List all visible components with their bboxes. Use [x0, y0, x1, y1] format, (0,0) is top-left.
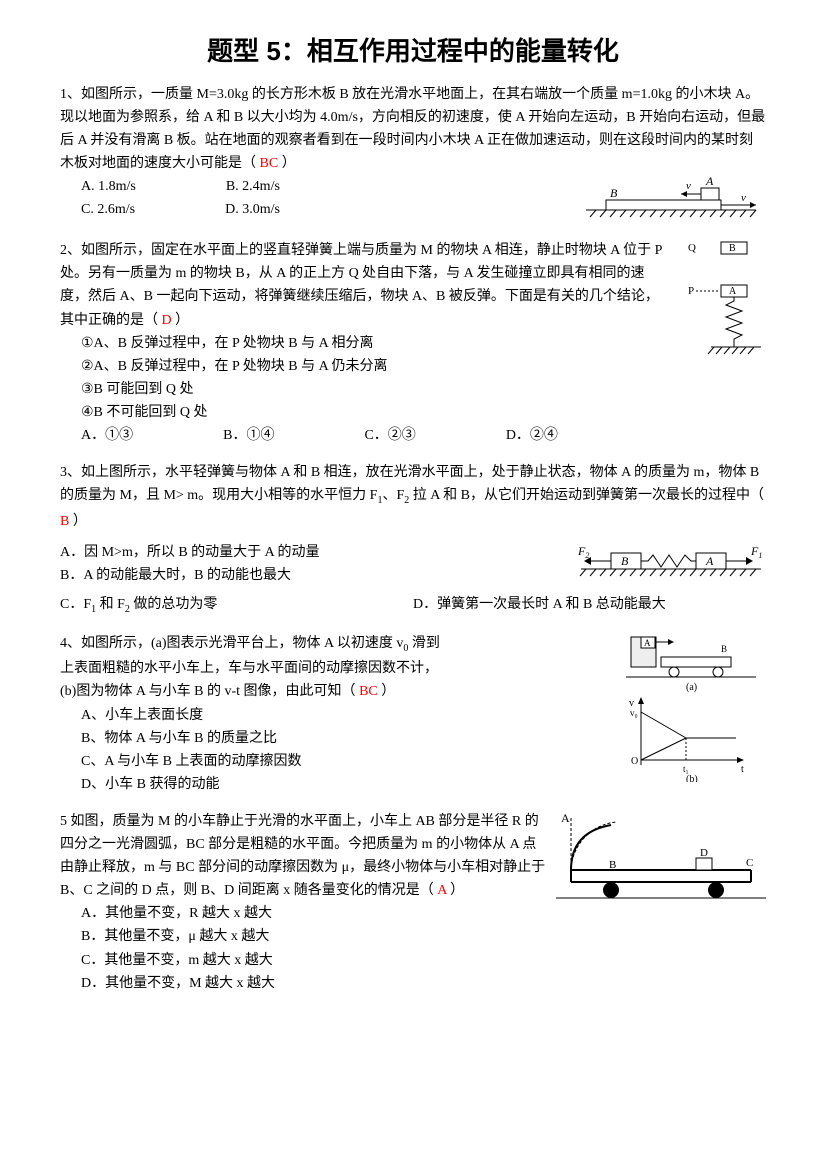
q5-tail: ） [447, 883, 465, 898]
q3-opt-c: C．F1 和 F2 做的总功为零 [60, 593, 413, 618]
q4-l1a: 4、如图所示，(a)图表示光滑平台上，物体 A 以初速度 v [60, 636, 403, 651]
q2-opt-c: C．②③ [364, 424, 415, 447]
q3-tail: ） [69, 514, 87, 529]
svg-text:v₀: v₀ [630, 708, 638, 718]
svg-text:O: O [631, 756, 638, 767]
svg-text:B: B [729, 243, 736, 254]
q4-l3b: ） [378, 684, 396, 699]
q2-opt-b: B．①④ [223, 424, 274, 447]
q5-opt-a: A．其他量不变，R 越大 x 越大 [81, 902, 766, 925]
question-1: 1、如图所示，一质量 M=3.0kg 的长方形木板 B 放在光滑水平地面上，在其… [60, 83, 766, 225]
q4-l1b: 滑到 [408, 636, 440, 651]
q4-l3a: (b)图为物体 A 与小车 B 的 v-t 图像，由此可知（ [60, 684, 359, 699]
q4-answer: BC [359, 684, 378, 699]
q5-opt-c: C．其他量不变，m 越大 x 越大 [81, 949, 766, 972]
q3-opt-d: D．弹簧第一次最长时 A 和 B 总动能最大 [413, 593, 766, 618]
svg-text:A: A [729, 286, 737, 297]
svg-text:t₁: t₁ [683, 764, 689, 774]
svg-text:F2: F2 [577, 544, 589, 560]
q5-figure: A B D C [556, 810, 766, 905]
svg-text:v: v [686, 180, 691, 192]
q1-opt-d: D. 3.0m/s [225, 198, 280, 221]
svg-text:B: B [721, 644, 727, 654]
svg-text:Q: Q [688, 242, 696, 254]
q2-opt-a: A．①③ [81, 424, 133, 447]
q3-figure: B A F2 F1 [576, 541, 766, 581]
q2-s1: ①A、B 反弹过程中，在 P 处物块 B 与 A 相分离 [81, 332, 766, 355]
q2-s2: ②A、B 反弹过程中，在 P 处物块 B 与 A 仍未分离 [81, 355, 766, 378]
q2-text: 2、如图所示，固定在水平面上的竖直轻弹簧上端与质量为 M 的物块 A 相连，静止… [60, 243, 662, 327]
q2-opt-d: D．②④ [506, 424, 558, 447]
svg-text:A: A [705, 175, 714, 188]
page-title: 题型 5：相互作用过程中的能量转化 [60, 30, 766, 73]
q1-answer: BC [260, 156, 279, 171]
svg-text:A: A [644, 638, 651, 648]
q2-answer: D [162, 313, 172, 328]
q2-s4: ④B 不可能回到 Q 处 [81, 401, 766, 424]
q2-s3: ③B 可能回到 Q 处 [81, 378, 766, 401]
svg-text:(a): (a) [686, 682, 697, 693]
question-3: 3、如上图所示，水平轻弹簧与物体 A 和 B 相连，放在光滑水平面上，处于静止状… [60, 461, 766, 618]
q3-text3: 拉 A 和 B，从它们开始运动到弹簧第一次最长的过程中（ [409, 488, 764, 503]
q5-opt-b: B．其他量不变，μ 越大 x 越大 [81, 925, 766, 948]
svg-text:A: A [705, 554, 714, 568]
svg-text:B: B [610, 186, 618, 200]
svg-text:(b): (b) [686, 774, 698, 782]
svg-text:t: t [741, 764, 744, 775]
question-5: A B D C 5 如图，质量为 M 的小车静止于光滑的水平面上，小车上 AB … [60, 810, 766, 995]
svg-text:A: A [561, 811, 570, 825]
svg-text:P: P [688, 285, 694, 297]
svg-text:B: B [609, 859, 616, 871]
q5-answer: A [437, 883, 446, 898]
q3-text2: 、F [382, 488, 404, 503]
q2-tail: ） [172, 313, 190, 328]
q1-tail: ） [278, 156, 296, 171]
q5-opt-d: D．其他量不变，M 越大 x 越大 [81, 972, 766, 995]
q1-opt-b: B. 2.4m/s [226, 175, 280, 198]
question-2: Q B P A 2、如图所示，固定在水平面上的竖直轻弹簧上端与质量为 M 的物块… [60, 239, 766, 447]
question-4: A B (a) v t v₀ t₁ O (b) 4、如图所示，(a)图表示光滑平… [60, 632, 766, 796]
svg-text:B: B [621, 554, 629, 568]
q1-text: 1、如图所示，一质量 M=3.0kg 的长方形木板 B 放在光滑水平地面上，在其… [60, 87, 765, 171]
svg-text:F1: F1 [750, 544, 762, 560]
q3-answer: B [60, 514, 69, 529]
q2-figure: Q B P A [676, 239, 766, 369]
q5-text: 5 如图，质量为 M 的小车静止于光滑的水平面上，小车上 AB 部分是半径 R … [60, 814, 545, 898]
svg-text:v: v [741, 192, 746, 204]
q1-opt-a: A. 1.8m/s [81, 175, 136, 198]
q1-opt-c: C. 2.6m/s [81, 198, 135, 221]
q1-figure: B A v v [586, 175, 766, 225]
svg-text:D: D [700, 847, 708, 859]
svg-text:C: C [746, 857, 753, 869]
q4-figure: A B (a) v t v₀ t₁ O (b) [626, 632, 766, 782]
